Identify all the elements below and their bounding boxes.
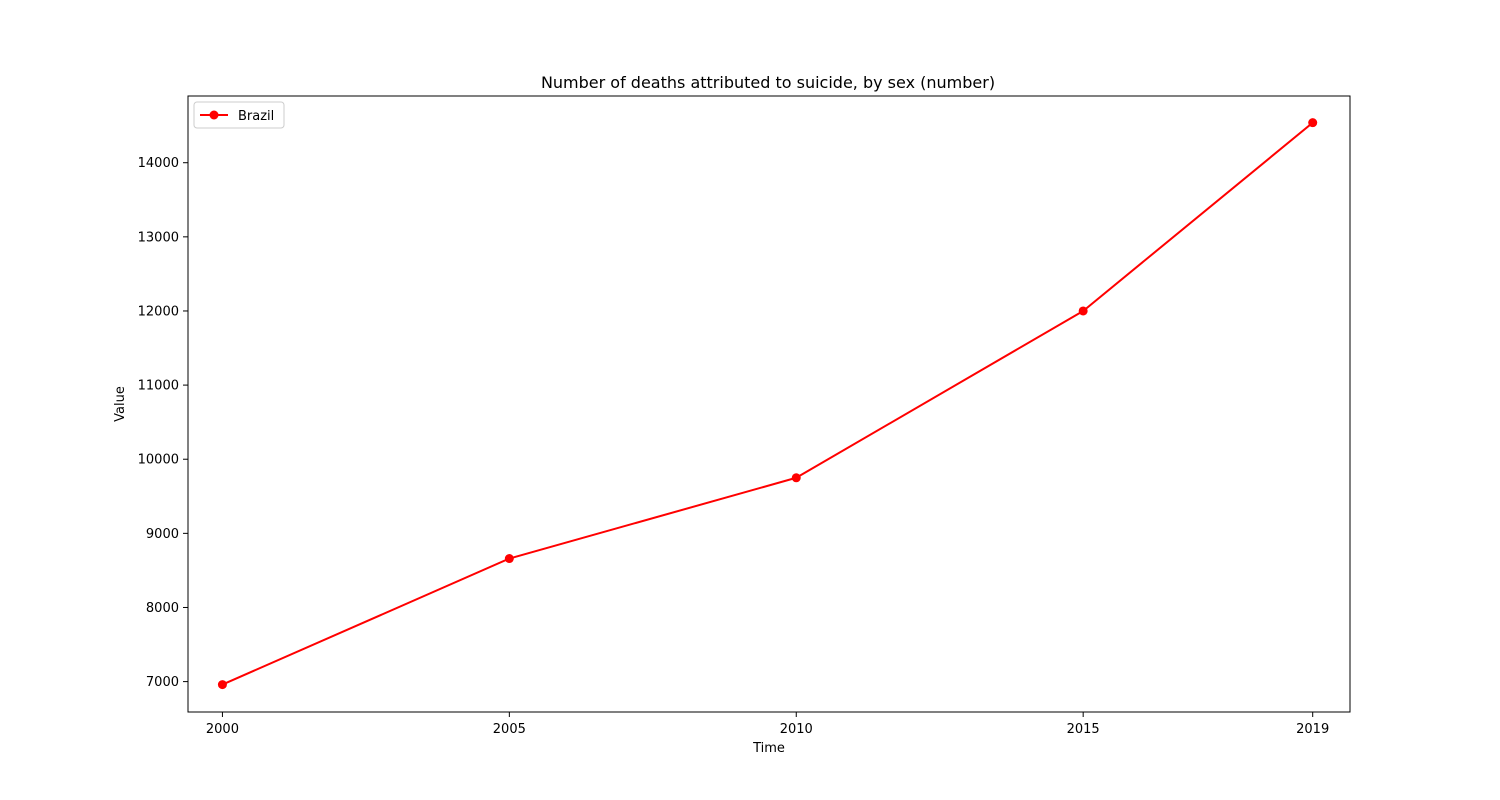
x-tick-label: 2005: [493, 722, 526, 737]
x-tick-label: 2010: [780, 722, 813, 737]
y-tick-label: 12000: [138, 304, 179, 319]
data-point: [1308, 118, 1318, 128]
data-point: [504, 554, 514, 564]
x-axis: 2000 2005 2010 2015 2019: [206, 712, 1329, 737]
chart-title: Number of deaths attributed to suicide, …: [541, 73, 995, 92]
y-tick-label: 11000: [138, 379, 179, 394]
y-tick-label: 8000: [146, 601, 179, 616]
series-layer: [217, 118, 1318, 690]
legend: Brazil: [193, 101, 285, 129]
plot-area: [187, 95, 1351, 713]
y-tick-label: 10000: [138, 453, 179, 468]
y-tick-label: 7000: [146, 675, 179, 690]
x-tick-label: 2015: [1067, 722, 1100, 737]
data-point: [217, 680, 227, 690]
y-axis: 7000 8000 9000 10000 11000 12000 13000 14000: [138, 156, 188, 690]
y-axis-title: Value: [113, 386, 128, 422]
legend-box: [193, 101, 285, 129]
data-point: [1078, 306, 1088, 316]
y-tick-label: 13000: [138, 230, 179, 245]
x-axis-title: Time: [752, 741, 785, 756]
x-tick-label: 2019: [1296, 722, 1329, 737]
x-tick-label: 2000: [206, 722, 239, 737]
y-tick-label: 14000: [138, 156, 179, 171]
data-point: [791, 473, 801, 483]
y-tick-label: 9000: [146, 527, 179, 542]
legend-marker-swatch: [209, 110, 219, 120]
plot-frame: [187, 95, 1351, 713]
legend-label-brazil: Brazil: [238, 109, 274, 124]
